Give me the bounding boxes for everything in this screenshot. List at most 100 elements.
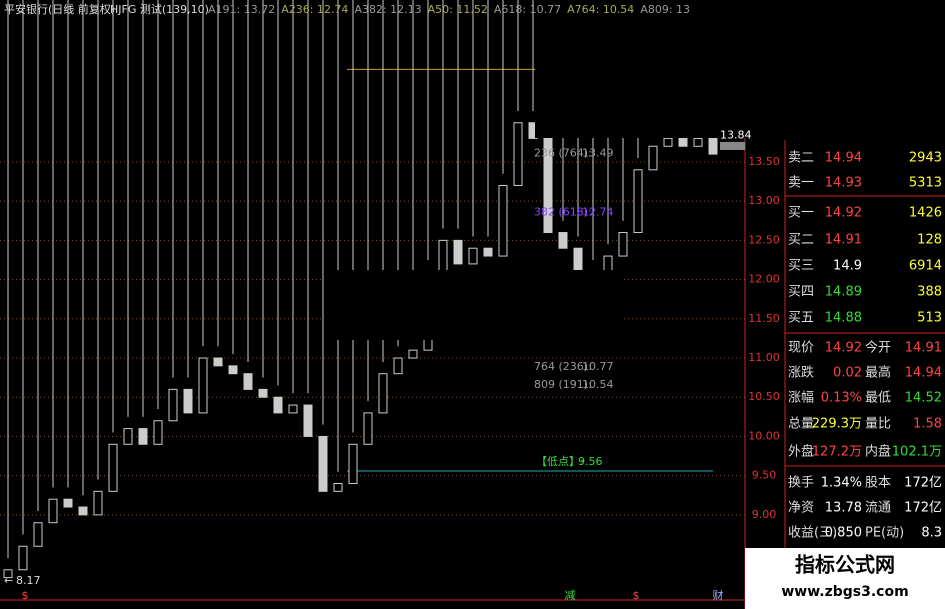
low-label: 【低点】: [536, 455, 584, 468]
min-price: 8.17 [16, 574, 41, 587]
stat-label: 总量 [788, 417, 814, 432]
indicator-name: HJFG 测试(139,10) [110, 3, 209, 16]
y-tick-label: 9.00 [752, 508, 777, 521]
level-label: A236: 12.74 [281, 3, 348, 16]
candle-body [468, 247, 478, 265]
watermark-box [745, 548, 945, 609]
candle-body [18, 545, 28, 571]
candle-body [78, 506, 88, 516]
level-label: A809: 13 [640, 3, 690, 16]
candle-body [678, 137, 688, 147]
level-label: A764: 10.54 [567, 3, 634, 16]
level-label: A382: 12.13 [354, 3, 421, 16]
candle-body [198, 357, 208, 414]
book-volume: 513 [917, 311, 942, 326]
book-label: 卖一 [788, 176, 814, 191]
book-label: 买五 [788, 311, 814, 326]
candle-body [543, 137, 553, 234]
candle-body [708, 137, 718, 155]
stat-value: 1.34% [821, 476, 862, 491]
candle-body [123, 428, 133, 445]
book-price: 14.91 [825, 233, 862, 248]
low-value: 9.56 [578, 455, 603, 468]
stat-value: 0.02 [833, 366, 862, 381]
event-marker: 减 [565, 589, 576, 602]
stat-label: 涨幅 [788, 391, 814, 406]
min-arrow: ← [4, 574, 13, 587]
y-tick-label: 10.50 [748, 390, 780, 403]
book-price: 14.88 [825, 311, 862, 326]
last-price: 13.84 [720, 128, 752, 141]
book-price: 14.93 [825, 176, 862, 191]
book-price: 14.89 [825, 285, 862, 300]
stat-value: 14.91 [905, 341, 942, 356]
stat-label: 股本 [865, 476, 891, 491]
candle-body [558, 232, 568, 249]
level-label: A191: 13.72 [208, 3, 275, 16]
stat-label: PE(动) [865, 526, 904, 541]
stat-value: 8.3 [921, 526, 942, 541]
scroll-marker [720, 142, 745, 150]
fib-label: 236 (764): [534, 147, 592, 160]
stat-value: 172亿 [904, 476, 942, 491]
y-tick-label: 12.50 [748, 233, 780, 246]
stat-value: 14.92 [825, 341, 862, 356]
candle-body [663, 137, 673, 147]
book-volume: 1426 [909, 206, 942, 221]
book-price: 14.92 [825, 206, 862, 221]
fib-value: 12.74 [582, 206, 614, 219]
stat-value: 14.52 [905, 391, 942, 406]
fib-label: 764 (236): [534, 360, 592, 373]
candle-body [48, 498, 58, 524]
stat-value: 102.1万 [892, 445, 942, 460]
candle-body [453, 239, 463, 265]
stat-value: 13.78 [825, 501, 862, 516]
candle-body [363, 412, 373, 445]
stat-value: 127.2万 [812, 445, 862, 460]
stat-label: 收益(三) [788, 526, 837, 541]
candle-body [333, 482, 343, 492]
candle-body [303, 404, 313, 437]
candle-body [318, 435, 328, 492]
fib-value: 10.77 [582, 360, 614, 373]
book-label: 卖二 [788, 151, 814, 166]
book-label: 买一 [788, 206, 814, 221]
stat-label: 流通 [865, 501, 891, 516]
y-tick-label: 11.00 [748, 351, 780, 364]
y-tick-label: 13.00 [748, 194, 780, 207]
candle-body [408, 349, 418, 359]
candle-body [3, 569, 13, 579]
y-tick-label: 11.50 [748, 312, 780, 325]
book-volume: 388 [917, 285, 942, 300]
book-label: 买二 [788, 233, 814, 248]
fib-label: 809 (191): [534, 378, 592, 391]
fib-value: 13.49 [582, 147, 614, 160]
candle-body [138, 428, 148, 445]
stat-label: 涨跌 [788, 365, 814, 381]
stat-label: 最低 [865, 391, 891, 406]
stat-value: 14.94 [905, 366, 942, 381]
mask [324, 270, 621, 340]
candle-body [498, 184, 508, 257]
y-tick-label: 13.50 [748, 155, 780, 168]
candle-body [243, 373, 253, 390]
candle-body [288, 404, 298, 414]
y-tick-label: 9.50 [752, 469, 777, 482]
watermark-url: www.zbgs3.com [781, 584, 908, 600]
stat-label: 今开 [865, 340, 891, 356]
candle-body [33, 522, 43, 547]
book-price: 14.9 [833, 259, 862, 274]
book-volume: 5313 [909, 176, 942, 191]
candle-body [213, 357, 223, 367]
candle-body [618, 232, 628, 257]
candle-body [603, 255, 613, 273]
y-tick-label: 10.00 [748, 429, 780, 442]
fib-value: 10.54 [582, 378, 614, 391]
event-marker: 财 [713, 588, 724, 602]
candle-body [63, 498, 73, 508]
stat-label: 现价 [788, 341, 814, 356]
book-volume: 128 [917, 233, 942, 248]
stat-label: 内盘 [865, 444, 891, 460]
